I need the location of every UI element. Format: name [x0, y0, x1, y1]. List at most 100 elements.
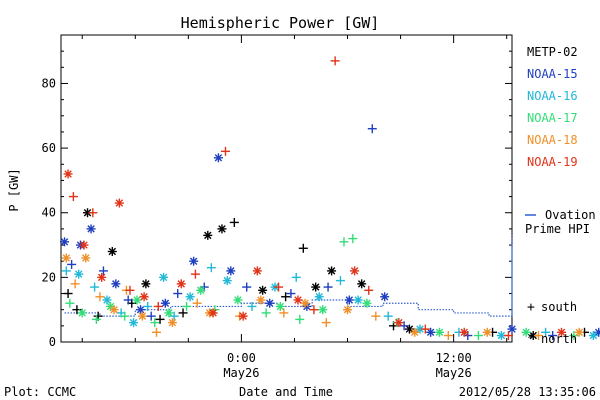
y-tick-label: 80 [42, 76, 56, 90]
south-marker [229, 217, 239, 227]
legend-entry-metp-02: METP-02 [527, 45, 578, 59]
north-marker [233, 295, 243, 305]
north-marker [314, 292, 324, 302]
north-marker [111, 279, 121, 289]
plot-area: 0204060800:00May2612:00May260:00May2712:… [42, 34, 600, 380]
north-marker [557, 327, 567, 337]
y-axis-label: P [GW] [7, 168, 21, 211]
north-marker [574, 327, 584, 337]
series-noaa-18 [61, 253, 584, 341]
north-marker [459, 327, 469, 337]
x-tick-label-date: May26 [436, 366, 472, 380]
south-marker [182, 301, 192, 311]
south-marker [443, 331, 453, 341]
south-marker [98, 266, 108, 276]
south-marker [348, 234, 358, 244]
ovation-legend: Ovation Prime HPI [525, 208, 596, 236]
south-marker [68, 192, 78, 202]
satellite-legend: METP-02 NOAA-15 NOAA-16 NOAA-17 NOAA-18 NOAA-… [527, 45, 578, 169]
south-marker [286, 289, 296, 299]
south-marker [178, 308, 188, 318]
legend-entry-noaa-16: NOAA-16 [527, 89, 578, 103]
south-marker [321, 318, 331, 328]
plot-frame [60, 34, 513, 343]
south-marker [143, 301, 153, 311]
north-marker [97, 272, 107, 282]
north-marker [189, 256, 199, 266]
ovation-legend-label-2: Prime HPI [525, 222, 590, 236]
y-tick-label: 40 [42, 206, 56, 220]
north-marker [176, 279, 186, 289]
north-marker [137, 311, 147, 321]
series-noaa-19 [63, 56, 567, 341]
north-marker [311, 282, 321, 292]
north-marker [380, 292, 390, 302]
south-marker [150, 318, 160, 328]
south-marker [261, 308, 271, 318]
y-tick-label: 0 [49, 335, 56, 349]
south-marker [281, 292, 291, 302]
north-marker [102, 295, 112, 305]
north-marker [482, 327, 492, 337]
north-marker [588, 331, 598, 341]
north-marker [238, 311, 248, 321]
north-marker [343, 305, 353, 315]
north-marker [275, 301, 285, 311]
north-marker-symbol: * [527, 332, 535, 347]
y-tick-label: 60 [42, 141, 56, 155]
north-marker [300, 298, 310, 308]
ovation-hpi-line [64, 235, 513, 317]
south-marker [61, 266, 71, 276]
north-marker [258, 285, 268, 295]
marker-legend: + south * north [527, 300, 577, 347]
south-marker [291, 272, 301, 282]
north-marker [507, 324, 517, 334]
south-marker [541, 327, 551, 337]
north-marker [114, 198, 124, 208]
south-marker [274, 282, 284, 292]
north-marker [362, 298, 372, 308]
x-axis-label: Date and Time [239, 385, 333, 399]
north-marker [107, 247, 117, 257]
south-marker [534, 331, 544, 341]
south-marker [95, 292, 105, 302]
x-tick-label-time: 0:00 [227, 351, 256, 365]
north-marker [256, 295, 266, 305]
north-marker [394, 318, 404, 328]
south-marker [279, 308, 289, 318]
north-marker [196, 285, 206, 295]
north-marker [167, 318, 177, 328]
footer-left: Plot: CCMC [4, 385, 76, 399]
south-marker [298, 243, 308, 253]
x-tick-label-time: 12:00 [436, 351, 472, 365]
y-tick-label: 20 [42, 270, 56, 284]
south-marker-label: south [541, 300, 577, 314]
footer-right: 2012/05/28 13:35:06 [459, 385, 596, 399]
north-marker [159, 272, 169, 282]
north-marker [357, 279, 367, 289]
north-marker [86, 224, 96, 234]
south-marker [125, 285, 135, 295]
south-marker [146, 311, 156, 321]
south-marker [548, 331, 558, 341]
north-marker [141, 279, 151, 289]
north-marker [344, 295, 354, 305]
north-marker [426, 327, 436, 337]
south-marker [88, 208, 98, 218]
north-marker [318, 305, 328, 315]
north-marker [434, 327, 444, 337]
north-marker [164, 308, 174, 318]
south-marker [242, 282, 252, 292]
south-marker [420, 324, 430, 334]
north-marker [222, 276, 232, 286]
north-marker [185, 292, 195, 302]
south-marker [339, 237, 349, 247]
south-marker [192, 298, 202, 308]
south-marker [123, 295, 133, 305]
north-marker [353, 295, 363, 305]
series-metp-02 [63, 208, 590, 341]
legend-entry-noaa-15: NOAA-15 [527, 67, 578, 81]
north-marker [217, 224, 227, 234]
